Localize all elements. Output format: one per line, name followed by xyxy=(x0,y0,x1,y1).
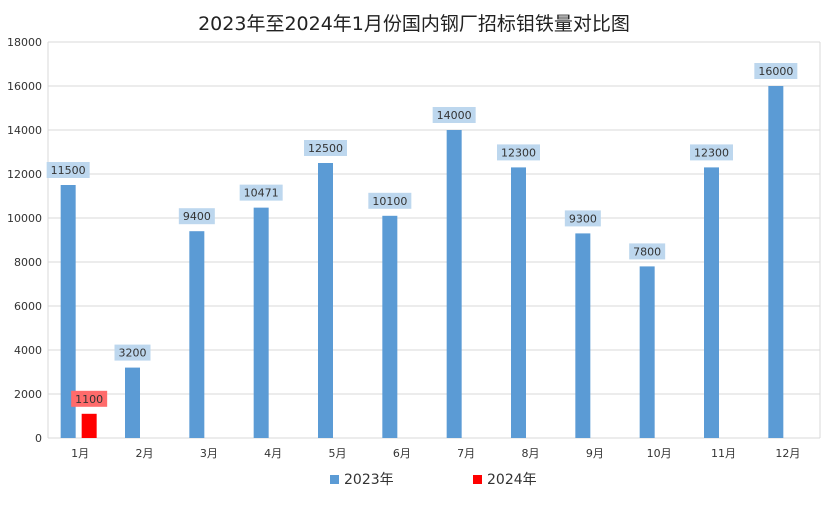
x-tick-label: 2月 xyxy=(136,447,154,460)
x-tick-label: 6月 xyxy=(393,447,411,460)
data-label: 16000 xyxy=(758,65,793,78)
bar xyxy=(575,233,591,438)
bar xyxy=(125,367,140,438)
y-tick-label: 6000 xyxy=(14,300,42,313)
x-tick-label: 11月 xyxy=(711,447,736,460)
data-label-box xyxy=(629,243,666,260)
y-tick-label: 12000 xyxy=(7,168,42,181)
data-label: 3200 xyxy=(119,347,147,360)
data-label-box xyxy=(71,390,108,407)
data-label-box xyxy=(368,192,412,209)
bar xyxy=(81,413,97,438)
bar xyxy=(382,215,398,438)
data-label-box xyxy=(497,144,540,161)
y-tick-label: 14000 xyxy=(7,124,42,137)
x-tick-label: 12月 xyxy=(775,447,800,460)
bar xyxy=(704,167,719,438)
data-label: 12500 xyxy=(308,142,343,155)
y-tick-label: 18000 xyxy=(7,36,42,49)
data-label: 12300 xyxy=(694,146,729,159)
y-tick-label: 4000 xyxy=(14,344,42,357)
bar-layer xyxy=(60,86,784,438)
x-tick-label: 4月 xyxy=(264,447,282,460)
bar xyxy=(768,86,784,438)
data-label-box xyxy=(690,144,733,161)
x-tick-label: 3月 xyxy=(200,447,218,460)
chart-title: 2023年至2024年1月份国内钢厂招标钼铁量对比图 xyxy=(198,13,630,35)
legend-swatch xyxy=(473,475,482,484)
y-tick-label: 2000 xyxy=(14,388,42,401)
grid-layer xyxy=(47,41,821,439)
data-label: 10100 xyxy=(372,195,407,208)
data-label: 7800 xyxy=(633,245,661,258)
x-tick-label: 1月 xyxy=(71,447,89,460)
data-label: 1100 xyxy=(75,393,103,406)
legend: 2023年 2024年 xyxy=(330,472,537,488)
data-label-box xyxy=(564,210,601,227)
data-label: 9400 xyxy=(183,210,211,223)
data-label-box xyxy=(304,140,347,156)
y-tick-label: 16000 xyxy=(7,80,42,93)
bar xyxy=(639,266,655,438)
data-label: 9300 xyxy=(569,212,597,225)
x-tick-label: 5月 xyxy=(329,447,347,460)
y-tick-label: 0 xyxy=(35,432,42,445)
bar xyxy=(253,207,269,438)
legend-swatch xyxy=(330,475,339,484)
legend-label: 2024年 xyxy=(487,472,537,488)
x-tick-label: 8月 xyxy=(522,447,540,460)
data-label: 10471 xyxy=(244,187,279,200)
legend-label: 2023年 xyxy=(344,472,394,488)
data-label-box xyxy=(114,344,151,361)
data-label-box xyxy=(178,208,215,225)
bar xyxy=(318,163,333,438)
bar xyxy=(511,167,526,438)
y-tick-label: 8000 xyxy=(14,256,42,269)
x-tick-label: 9月 xyxy=(586,447,604,460)
y-tick-label: 10000 xyxy=(7,212,42,225)
y-axis: 0 2000 4000 6000 8000 10000 12000 14000 16000 180… xyxy=(7,36,42,445)
x-axis: 1月 2月 3月 4月 5月 6月 7月 8月 9月 10月 11月 12月 xyxy=(71,447,800,460)
data-label: 11500 xyxy=(51,164,86,177)
bar xyxy=(189,231,205,438)
data-label-layer: 11500 3200 9400 10471 12500 10100 14000 12300 93… xyxy=(46,63,798,407)
x-tick-label: 10月 xyxy=(647,447,672,460)
data-label-box xyxy=(239,184,283,201)
bar xyxy=(60,185,76,438)
data-label: 14000 xyxy=(437,109,472,122)
data-label-box xyxy=(432,107,476,123)
data-label: 12300 xyxy=(501,146,536,159)
bar xyxy=(446,130,462,438)
data-label-box xyxy=(754,63,798,79)
data-label-box xyxy=(46,162,90,178)
x-tick-label: 7月 xyxy=(457,447,475,460)
